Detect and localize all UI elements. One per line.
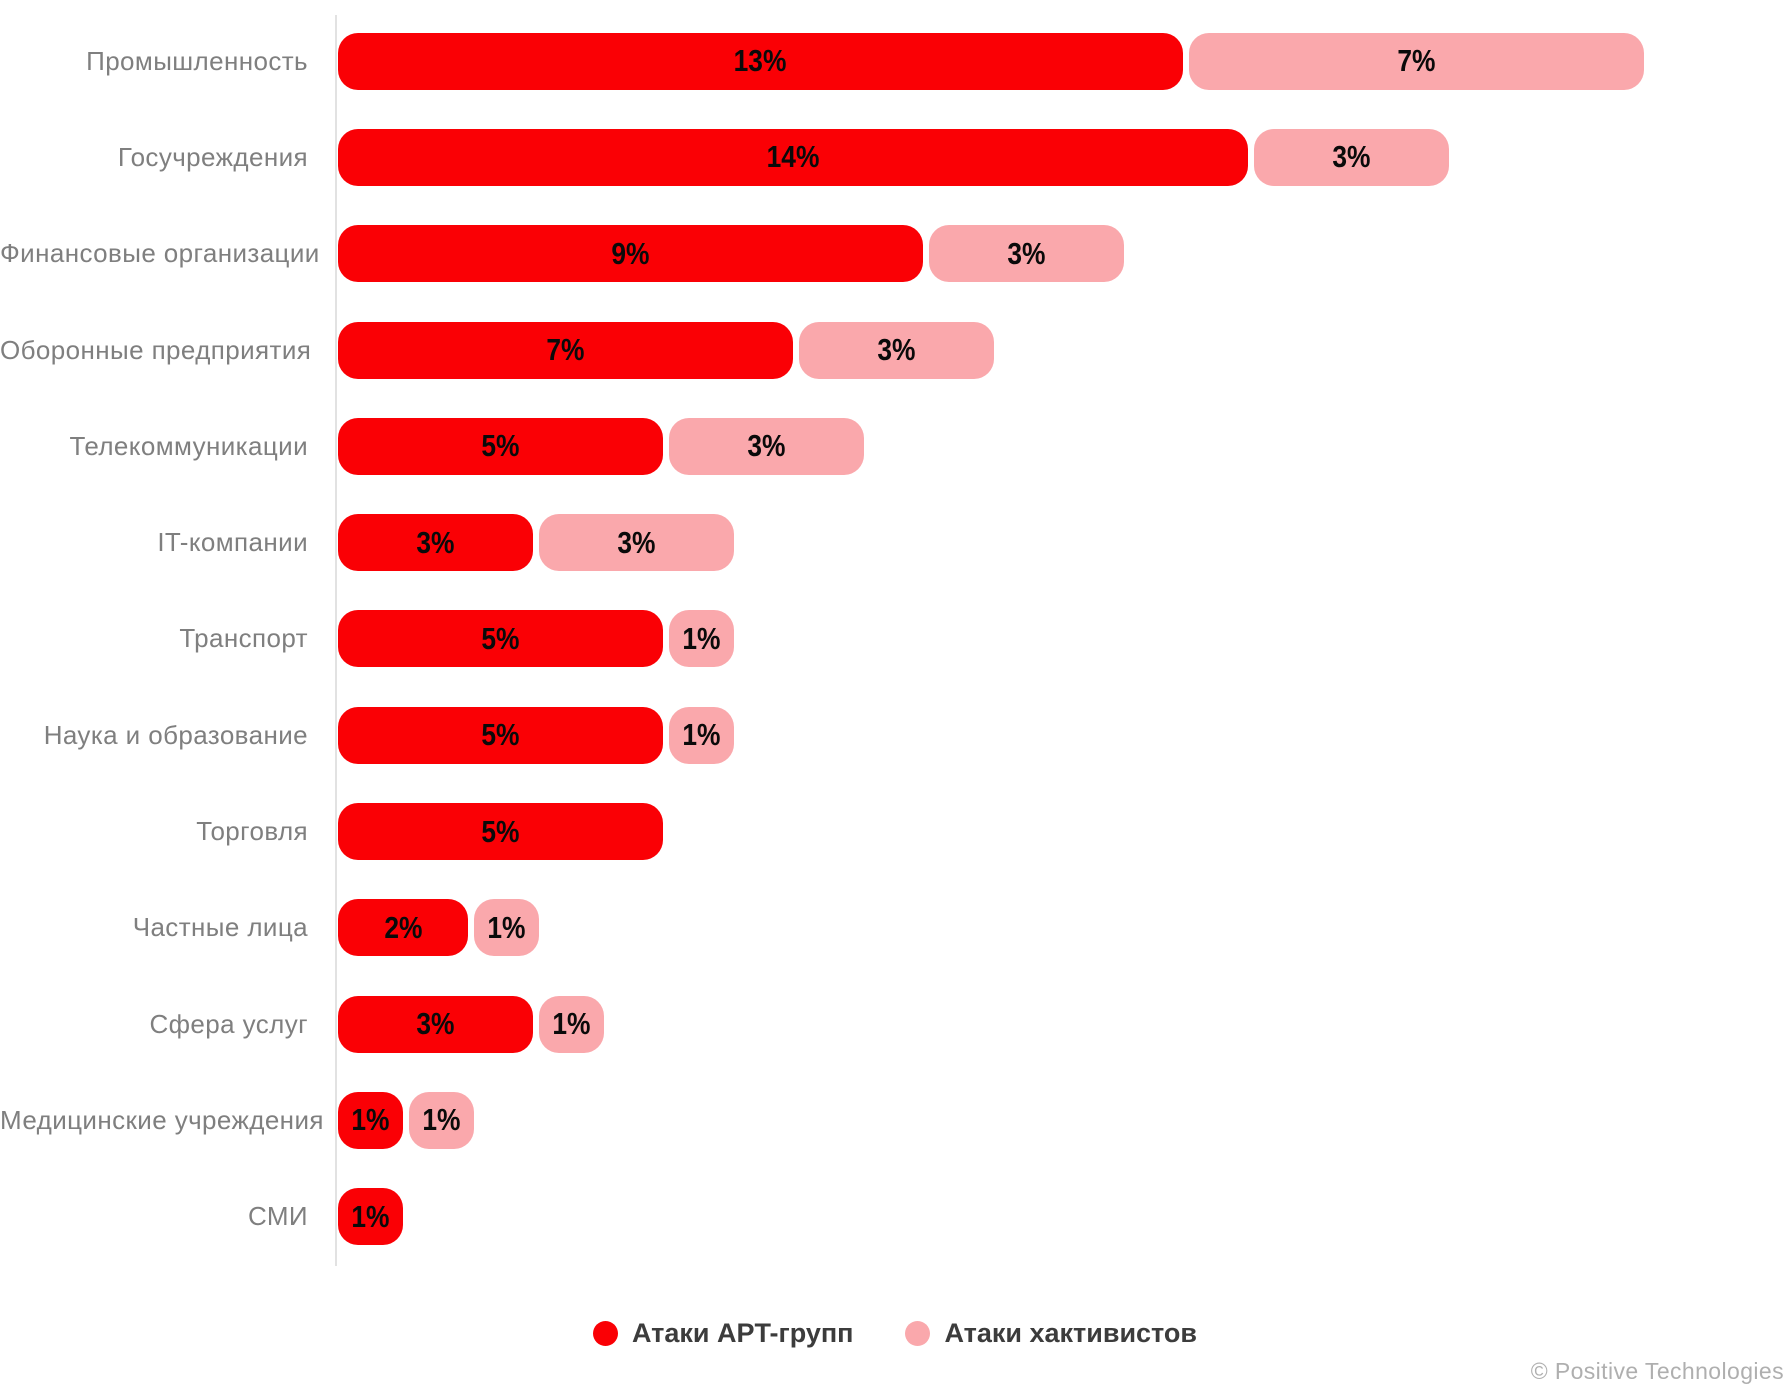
apt-legend-label: Атаки APT-групп (631, 1317, 854, 1348)
chart-row: Оборонные предприятия 7% 3% (0, 302, 1644, 398)
chart-row: СМИ 1% (0, 1169, 1644, 1265)
apt-bar-segment: 13% (338, 32, 1183, 90)
hacktivist-bar-segment: 3% (1254, 128, 1449, 186)
category-label: Сфера услуг (149, 1008, 308, 1039)
bar-group: 1% 1% (338, 1091, 474, 1149)
bar-group: 5% 1% (338, 610, 734, 668)
hacktivist-bar-segment: 1% (409, 1091, 474, 1149)
bar-value-label: 1% (487, 909, 526, 945)
chart-rows: Промышленность 13% 7% Госучреждения 14% 3% Фин… (0, 13, 1644, 1265)
category-label: Медицинские учреждения (0, 1104, 324, 1135)
category-label: Оборонные предприятия (0, 334, 312, 365)
bar-value-label: 5% (481, 428, 520, 464)
category-label: Торговля (196, 816, 308, 847)
bar-value-label: 1% (351, 1102, 390, 1138)
bar-value-label: 9% (611, 235, 650, 271)
hacktivist-bar-segment: 1% (539, 995, 604, 1053)
chart-row: Частные лица 2% 1% (0, 880, 1644, 976)
apt-bar-segment: 5% (338, 417, 663, 475)
apt-bar-segment: 3% (338, 995, 533, 1053)
category-label: Госучреждения (117, 141, 308, 172)
bar-group: 3% 3% (338, 514, 734, 572)
bar-value-label: 5% (481, 813, 520, 849)
chart-row: Сфера услуг 3% 1% (0, 976, 1644, 1072)
bar-value-label: 14% (766, 139, 820, 175)
chart-row: Торговля 5% (0, 783, 1644, 879)
apt-legend-dot-icon (592, 1320, 618, 1346)
bar-value-label: 13% (734, 43, 787, 79)
category-label: Финансовые организации (0, 238, 320, 269)
apt-bar-segment: 5% (338, 706, 663, 764)
bar-value-label: 2% (383, 909, 423, 945)
hacktivist-bar-segment: 1% (474, 899, 539, 957)
apt-bar-segment: 7% (338, 321, 793, 379)
bar-value-label: 1% (351, 1198, 390, 1234)
bar-group: 5% 1% (338, 706, 734, 764)
category-label: СМИ (247, 1201, 308, 1232)
bar-group: 5% (338, 803, 663, 861)
bar-value-label: 3% (1332, 139, 1371, 175)
apt-bar-segment: 2% (338, 899, 468, 957)
chart-row: Промышленность 13% 7% (0, 13, 1644, 109)
chart-row: Телекоммуникации 5% 3% (0, 398, 1644, 494)
bar-value-label: 3% (617, 524, 656, 560)
bar-value-label: 1% (682, 620, 721, 656)
category-label: IT-компании (157, 527, 308, 558)
category-label: Телекоммуникации (69, 430, 308, 461)
bar-group: 5% 3% (338, 417, 864, 475)
bar-value-label: 5% (481, 717, 520, 753)
bar-value-label: 7% (546, 332, 585, 368)
bar-group: 3% 1% (338, 995, 604, 1053)
category-label: Наука и образование (43, 719, 308, 750)
bar-value-label: 5% (481, 620, 520, 656)
apt-bar-segment: 5% (338, 610, 663, 668)
bar-value-label: 7% (1397, 43, 1436, 79)
chart-row: Транспорт 5% 1% (0, 591, 1644, 687)
hacktivist-bar-segment: 3% (799, 321, 994, 379)
y-axis-line (335, 15, 337, 1266)
bar-group: 9% 3% (338, 225, 1124, 283)
legend-item-hacktivist: Атаки хактивистов (905, 1318, 1197, 1349)
hacktivist-legend-label: Атаки хактивистов (944, 1317, 1198, 1348)
hacktivist-bar-segment: 1% (669, 610, 734, 668)
apt-bar-segment: 3% (338, 514, 533, 572)
bar-value-label: 3% (877, 332, 916, 368)
bar-value-label: 1% (552, 1006, 591, 1042)
apt-bar-segment: 14% (338, 128, 1248, 186)
bar-value-label: 1% (682, 717, 721, 753)
hacktivist-bar-segment: 3% (669, 417, 864, 475)
category-label: Транспорт (179, 623, 308, 654)
category-label: Частные лица (132, 912, 308, 943)
hacktivist-legend-dot-icon (905, 1320, 931, 1346)
bar-group: 1% (338, 1188, 403, 1246)
apt-bar-segment: 9% (338, 225, 923, 283)
hacktivist-bar-segment: 1% (669, 706, 734, 764)
bar-group: 7% 3% (338, 321, 994, 379)
bar-value-label: 1% (422, 1102, 461, 1138)
chart-row: Наука и образование 5% 1% (0, 687, 1644, 783)
bar-value-label: 3% (747, 428, 786, 464)
chart-row: Финансовые организации 9% 3% (0, 206, 1644, 302)
apt-bar-segment: 1% (338, 1188, 403, 1246)
hacktivist-bar-segment: 3% (929, 225, 1124, 283)
hacktivist-bar-segment: 3% (539, 514, 734, 572)
hacktivist-bar-segment: 7% (1189, 32, 1644, 90)
bar-value-label: 3% (416, 1006, 455, 1042)
chart-row: Госучреждения 14% 3% (0, 109, 1644, 205)
category-label: Промышленность (86, 45, 308, 76)
chart-legend: Атаки APT-групп Атаки хактивистов (0, 1311, 1790, 1355)
apt-bar-segment: 1% (338, 1091, 403, 1149)
legend-item-apt: Атаки APT-групп (592, 1317, 854, 1349)
bar-group: 14% 3% (338, 128, 1449, 186)
apt-bar-segment: 5% (338, 803, 663, 861)
copyright-text: © Positive Technologies (1530, 1358, 1784, 1384)
chart-row: IT-компании 3% 3% (0, 494, 1644, 590)
bar-value-label: 3% (416, 524, 455, 560)
bar-group: 2% 1% (338, 899, 539, 957)
bar-value-label: 3% (1007, 235, 1046, 271)
chart-row: Медицинские учреждения 1% 1% (0, 1072, 1644, 1168)
bar-group: 13% 7% (338, 32, 1644, 90)
